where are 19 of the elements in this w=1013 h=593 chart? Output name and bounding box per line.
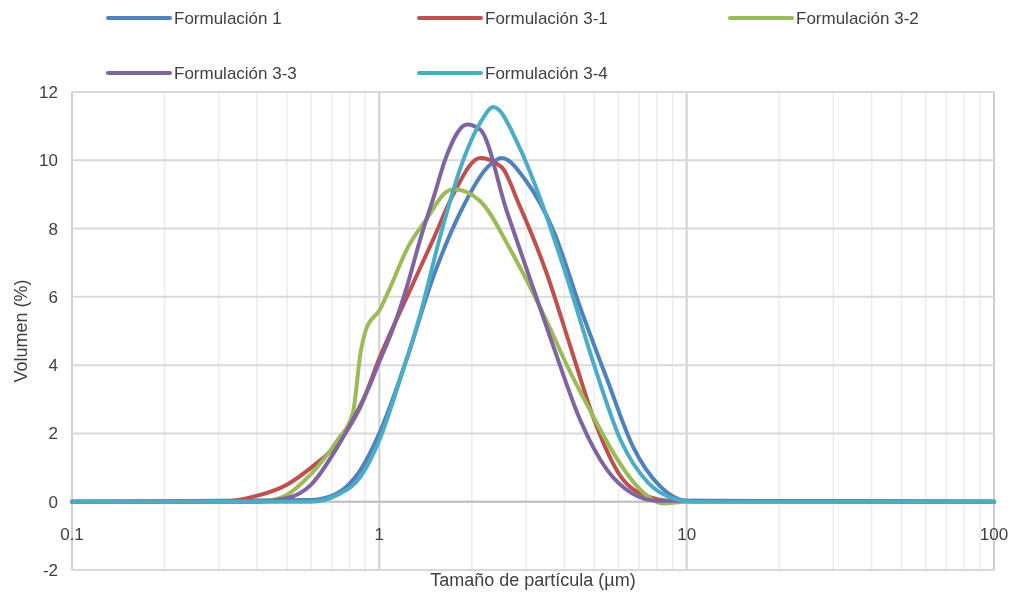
x-axis-title: Tamaño de partícula (µm) bbox=[430, 570, 636, 590]
y-tick-label: 10 bbox=[39, 151, 58, 171]
x-tick-label: 10 bbox=[677, 524, 697, 544]
y-tick-label: 8 bbox=[48, 219, 58, 239]
legend-label: Formulación 3-4 bbox=[485, 64, 608, 83]
legend-label: Formulación 3-2 bbox=[796, 9, 919, 28]
y-tick-label: 2 bbox=[48, 424, 58, 444]
legend-label: Formulación 3-1 bbox=[485, 9, 608, 28]
y-tick-label: 6 bbox=[48, 287, 58, 307]
y-tick-label: -2 bbox=[42, 561, 58, 580]
legend-label: Formulación 3-3 bbox=[174, 64, 297, 83]
x-tick-label: 100 bbox=[979, 524, 1009, 544]
y-tick-label: 0 bbox=[48, 492, 58, 512]
x-tick-label: 0.1 bbox=[60, 524, 84, 544]
y-tick-label: 12 bbox=[39, 83, 58, 102]
y-tick-label: 4 bbox=[48, 356, 58, 376]
legend-label: Formulación 1 bbox=[174, 9, 282, 28]
y-axis-title: Volumen (%) bbox=[11, 279, 31, 383]
x-tick-label: 1 bbox=[374, 524, 385, 544]
